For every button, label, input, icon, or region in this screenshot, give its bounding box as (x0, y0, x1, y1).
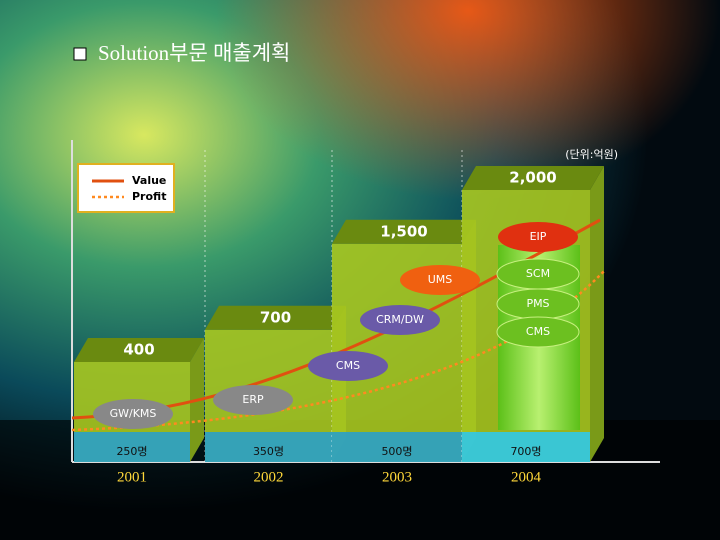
bar-top (74, 338, 204, 362)
value-label: 700 (260, 308, 291, 326)
value-label: 2,000 (509, 169, 556, 187)
headcount-label: 500명 (381, 445, 412, 458)
headcount-label: 250명 (116, 445, 147, 458)
unit: (단위:억원) (565, 148, 618, 161)
solution-label: GW/KMS (110, 407, 157, 420)
solution-label: PMS (526, 297, 549, 310)
legend-label: Profit (132, 190, 166, 203)
solution-label: CRM/DW (376, 313, 424, 326)
solution-ellipse (400, 265, 480, 295)
legend-label: Value (132, 174, 166, 187)
headcount-block (462, 432, 590, 462)
profit-line (71, 269, 606, 432)
solutions: GW/KMS ERP CMS CRM/DW UMS EIP SCM PMS CMS (93, 222, 580, 429)
x-tick-label: 2004 (511, 469, 542, 485)
bar-top (462, 166, 604, 190)
solution-ellipse (496, 316, 580, 348)
legend (77, 163, 175, 213)
solution-ellipse (360, 305, 440, 335)
headcount-label: 350명 (253, 445, 284, 458)
bar-side (590, 166, 604, 462)
headcount-label: 700명 (510, 445, 541, 458)
solution-label: CMS (336, 359, 360, 372)
x-tick-label: 2001 (117, 469, 147, 485)
headcount-block (205, 432, 332, 462)
value-label: 1,500 (380, 222, 427, 240)
title-bullet (73, 47, 87, 61)
solution-label: CMS (526, 325, 550, 338)
headcount-block (332, 432, 462, 462)
solution-label: UMS (428, 273, 453, 286)
solution-ellipse (308, 351, 388, 381)
x-tick-label: 2002 (254, 469, 284, 485)
solution-label: ERP (242, 393, 264, 406)
x-tick-label: 2003 (382, 469, 412, 485)
solution-label: EIP (530, 230, 547, 243)
title: Solution부문 매출계획 (98, 41, 290, 65)
solution-ellipse (213, 385, 293, 415)
bar-top (205, 305, 346, 330)
solution-ellipse (498, 222, 578, 252)
headcount-block (74, 432, 190, 462)
solution-ellipse (93, 399, 173, 429)
value-label: 400 (123, 341, 154, 359)
solution-label: SCM (526, 267, 550, 280)
bar-top (332, 219, 476, 244)
